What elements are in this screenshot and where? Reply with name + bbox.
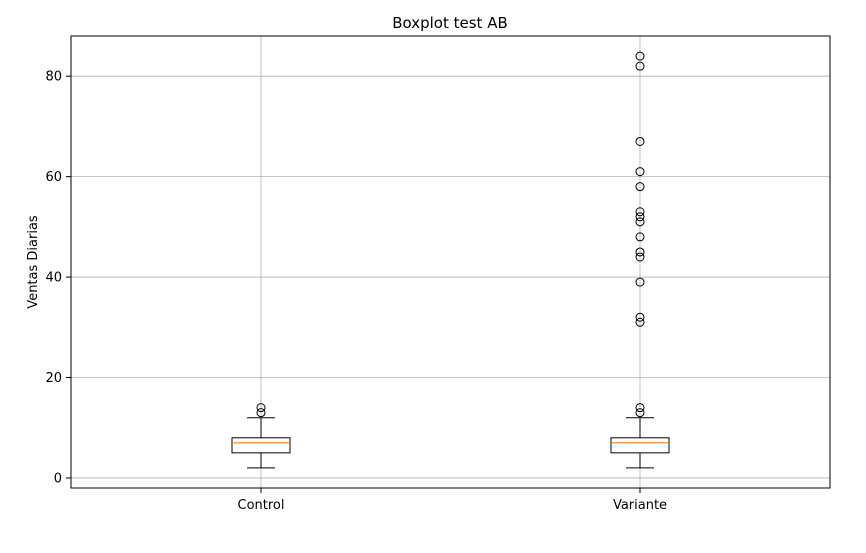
chart-title: Boxplot test AB [392,14,508,32]
y-tick-label: 40 [45,271,62,286]
outlier-point [635,232,645,242]
outlier-point [256,403,266,413]
axis-layer: 0 20 40 60 80 Control Variante [45,70,667,513]
outlier-point [635,317,645,327]
outlier-point [635,277,645,287]
y-axis-label: Ventas Diarias [26,215,41,309]
x-tick-label: Variante [613,498,667,513]
outlier-point [635,212,645,222]
outlier-point [635,61,645,71]
y-tick-label: 60 [45,170,62,185]
y-tick-label: 80 [45,70,62,85]
y-tick-label: 0 [54,471,62,486]
x-tick-label: Control [238,498,285,513]
outlier-point [635,408,645,418]
iqr-box [610,437,670,454]
y-tick-label: 20 [45,371,62,386]
outlier-point [256,408,266,418]
outlier-point [635,247,645,257]
box-group [231,403,291,469]
iqr-box [231,437,291,454]
outlier-point [635,403,645,413]
outlier-point [635,167,645,177]
outlier-point [635,136,645,146]
plot-frame [70,35,831,489]
plot-layer [231,51,670,469]
outlier-point [635,182,645,192]
outlier-point [635,252,645,262]
grid-layer [71,36,830,488]
outlier-point [635,312,645,322]
box-group [610,51,670,469]
outlier-point [635,51,645,61]
outlier-point [635,217,645,227]
outlier-point [635,207,645,217]
